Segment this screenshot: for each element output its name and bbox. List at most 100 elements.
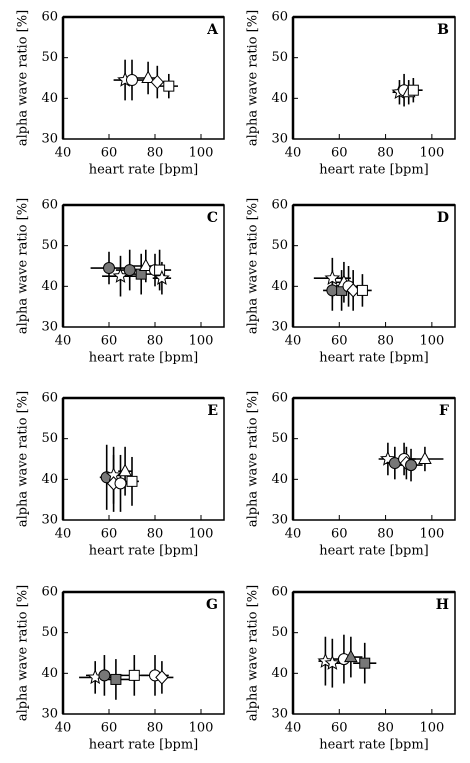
- y-tick-label: 60: [41, 585, 58, 600]
- x-tick-label: 80: [147, 527, 164, 542]
- data-point: [98, 669, 111, 682]
- data-point: [324, 654, 341, 670]
- y-tick-label: 60: [271, 391, 288, 406]
- x-tick-label: 40: [285, 146, 302, 161]
- y-tick-label: 30: [41, 132, 58, 147]
- y-tick-label: 40: [271, 472, 288, 487]
- x-tick-label: 100: [419, 334, 444, 349]
- y-tick-label: 50: [41, 50, 58, 65]
- x-tick-label: 40: [285, 721, 302, 736]
- y-tick-label: 40: [41, 279, 58, 294]
- y-tick-label: 30: [271, 132, 288, 147]
- y-tick-label: 40: [271, 91, 288, 106]
- data-point: [114, 477, 127, 490]
- plot-frame: [292, 204, 456, 328]
- data-point: [154, 264, 166, 276]
- x-tick-label: 40: [285, 527, 302, 542]
- y-tick-label: 30: [271, 513, 288, 528]
- y-axis-label: alpha wave ratio [%]: [16, 391, 31, 527]
- y-tick-label: 30: [41, 513, 58, 528]
- x-tick-label: 60: [101, 334, 118, 349]
- x-tick-label: 100: [419, 721, 444, 736]
- y-tick-label: 50: [41, 238, 58, 253]
- x-tick-label: 40: [55, 146, 72, 161]
- x-tick-label: 60: [331, 334, 348, 349]
- y-axis-label: alpha wave ratio [%]: [246, 198, 261, 334]
- data-point: [324, 269, 341, 285]
- x-axis-label: heart rate [bpm]: [89, 544, 199, 559]
- x-tick-label: 40: [285, 334, 302, 349]
- data-point: [126, 475, 138, 487]
- x-tick-label: 100: [189, 334, 214, 349]
- y-tick-label: 40: [41, 666, 58, 681]
- data-point: [126, 74, 138, 87]
- x-tick-label: 40: [55, 721, 72, 736]
- x-tick-label: 80: [377, 146, 394, 161]
- y-tick-label: 50: [271, 431, 288, 446]
- data-point: [150, 74, 164, 90]
- x-axis-label: heart rate [bpm]: [319, 544, 429, 559]
- data-point: [359, 657, 371, 669]
- data-point: [418, 451, 432, 464]
- panel-label: D: [437, 210, 449, 226]
- y-tick-label: 40: [271, 666, 288, 681]
- y-tick-label: 60: [41, 10, 58, 25]
- y-tick-label: 50: [271, 625, 288, 640]
- x-axis-label: heart rate [bpm]: [89, 163, 199, 178]
- x-tick-label: 60: [101, 721, 118, 736]
- y-axis-label: alpha wave ratio [%]: [246, 10, 261, 146]
- data-point: [118, 463, 132, 477]
- y-axis-label: alpha wave ratio [%]: [246, 391, 261, 527]
- x-tick-label: 80: [377, 527, 394, 542]
- x-axis-label: heart rate [bpm]: [319, 351, 429, 366]
- y-tick-label: 30: [271, 320, 288, 335]
- data-point: [344, 649, 358, 663]
- data-point: [163, 80, 175, 92]
- y-axis-label: alpha wave ratio [%]: [16, 198, 31, 334]
- x-tick-label: 100: [419, 146, 444, 161]
- x-tick-label: 60: [101, 527, 118, 542]
- panel-label: E: [207, 403, 218, 419]
- x-tick-label: 80: [377, 721, 394, 736]
- data-point: [123, 264, 136, 277]
- y-axis-label: alpha wave ratio [%]: [246, 585, 261, 721]
- y-axis-label: alpha wave ratio [%]: [16, 10, 31, 146]
- panel-label: G: [206, 597, 218, 613]
- x-tick-label: 100: [189, 527, 214, 542]
- plot-frame: [62, 591, 225, 715]
- x-axis-label: heart rate [bpm]: [319, 738, 429, 753]
- y-tick-label: 30: [271, 707, 288, 722]
- panel-label: C: [207, 210, 218, 226]
- x-axis-label: heart rate [bpm]: [319, 163, 429, 178]
- x-tick-label: 100: [419, 527, 444, 542]
- x-axis-label: heart rate [bpm]: [89, 738, 199, 753]
- panel-label: A: [206, 22, 219, 38]
- y-tick-label: 40: [271, 279, 288, 294]
- panel-label: F: [439, 403, 449, 419]
- x-tick-label: 80: [147, 721, 164, 736]
- y-tick-label: 50: [41, 625, 58, 640]
- data-point: [356, 284, 368, 296]
- data-point: [103, 262, 115, 275]
- y-axis-label: alpha wave ratio [%]: [16, 585, 31, 721]
- x-axis-label: heart rate [bpm]: [89, 351, 199, 366]
- data-point: [407, 84, 419, 96]
- x-tick-label: 80: [377, 334, 394, 349]
- plot-frame: [62, 397, 225, 521]
- x-tick-label: 40: [55, 334, 72, 349]
- data-point: [138, 258, 153, 271]
- y-tick-label: 40: [41, 91, 58, 106]
- plot-frame: [292, 591, 456, 715]
- y-tick-label: 60: [271, 585, 288, 600]
- x-tick-label: 60: [331, 721, 348, 736]
- data-point: [128, 669, 140, 681]
- x-tick-label: 80: [147, 146, 164, 161]
- x-tick-label: 60: [331, 527, 348, 542]
- x-tick-label: 80: [147, 334, 164, 349]
- x-tick-label: 40: [55, 527, 72, 542]
- x-tick-label: 60: [331, 146, 348, 161]
- panel-label: B: [437, 22, 449, 38]
- y-tick-label: 50: [41, 431, 58, 446]
- plot-frame: [292, 16, 456, 140]
- x-tick-label: 60: [101, 146, 118, 161]
